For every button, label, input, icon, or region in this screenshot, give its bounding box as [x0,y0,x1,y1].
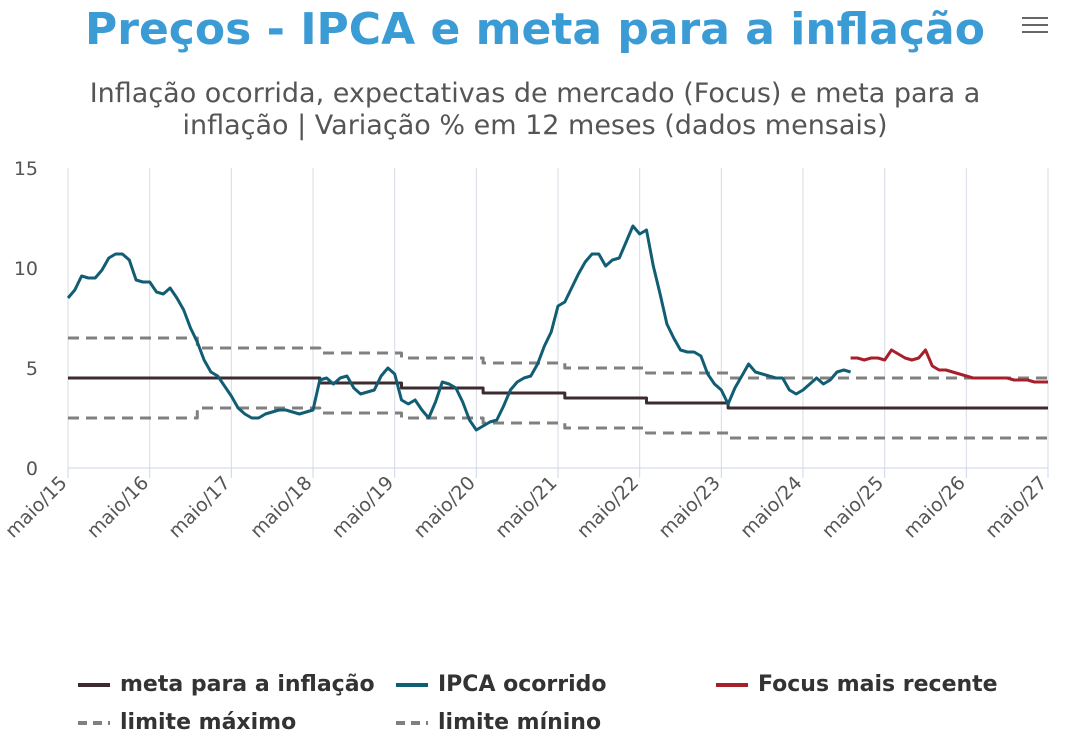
y-tick-label: 0 [26,458,38,480]
series-line-limite-maximo [68,336,1048,380]
x-tick-label: maio/18 [246,472,316,542]
y-tick-label: 5 [26,358,38,380]
x-tick-label: maio/21 [491,472,561,542]
x-tick-label: maio/16 [83,472,153,542]
legend-item-limite-minimo[interactable]: limite mínino [396,710,601,735]
series-line-ipca [66,224,852,432]
y-tick-label: 15 [14,158,38,180]
x-tick-label: maio/19 [328,472,398,542]
chart-subtitle: Inflação ocorrida, expectativas de merca… [89,78,981,141]
line-chart: maio/15 maio/16 maio/17 maio/18 maio/19 maio/… [1,158,1051,542]
x-tick-label: maio/23 [654,472,724,542]
hamburger-menu-icon[interactable] [1020,12,1052,38]
x-tick-label: maio/17 [164,472,234,542]
x-tick-label: maio/25 [818,472,888,542]
x-tick-label: maio/15 [1,472,71,542]
legend-label-ipca: IPCA ocorrido [438,672,607,697]
series-line-focus [850,348,1048,384]
legend-label-focus: Focus mais recente [758,672,998,697]
x-tick-label: maio/27 [981,472,1051,542]
x-tick-label: maio/24 [736,472,806,542]
legend-item-meta[interactable]: meta para a inflação [78,672,375,697]
legend-item-limite-maximo[interactable]: limite máximo [78,710,296,735]
legend-label-meta: meta para a inflação [120,672,375,697]
x-tick-label: maio/20 [409,472,479,542]
x-tick-label: maio/22 [573,472,643,542]
legend-label-limite-maximo: limite máximo [120,710,297,735]
chart-legend: meta para a inflação IPCA ocorrido Focus… [78,672,1078,752]
legend-label-limite-minimo: limite mínino [438,710,602,735]
series-line-limite-minimo [68,406,1048,440]
y-tick-label: 10 [14,258,38,280]
chart-title: Preços - IPCA e meta para a inflação [85,4,985,55]
legend-item-ipca[interactable]: IPCA ocorrido [396,672,607,697]
x-tick-label: maio/26 [899,472,969,542]
legend-item-focus[interactable]: Focus mais recente [716,672,998,697]
